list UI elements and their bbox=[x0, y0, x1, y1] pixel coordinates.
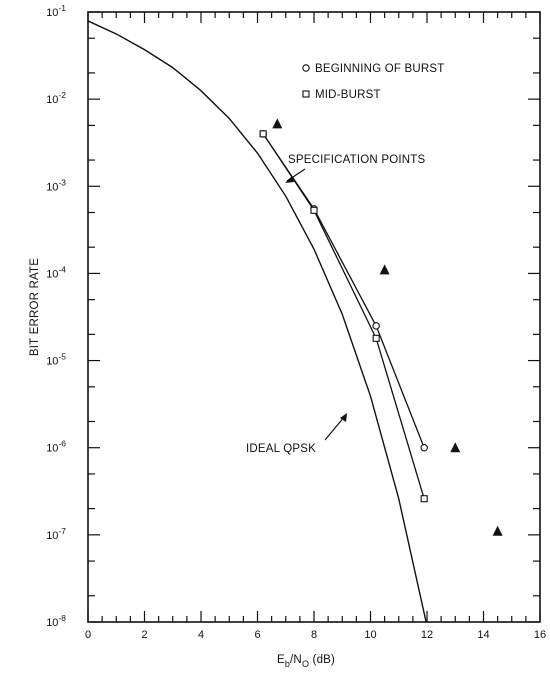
legend-marker-circle bbox=[302, 64, 310, 72]
ideal-qpsk-curve bbox=[88, 20, 427, 622]
data-point-beginning-of-burst bbox=[372, 322, 380, 330]
y-tick-exponent: -8 bbox=[58, 613, 66, 623]
plot-frame bbox=[87, 11, 541, 623]
data-point-mid-burst bbox=[372, 334, 380, 342]
y-tick-exponent: -1 bbox=[58, 3, 66, 13]
curve-layer bbox=[88, 20, 427, 622]
specification-point bbox=[492, 525, 503, 536]
x-tick-label: 12 bbox=[421, 629, 433, 641]
x-tick-label: 6 bbox=[254, 629, 260, 641]
y-tick-exponent: -2 bbox=[58, 90, 66, 100]
y-tick-exponent: -6 bbox=[58, 439, 66, 449]
tick-layer bbox=[87, 11, 541, 623]
data-point-mid-burst bbox=[420, 495, 428, 503]
y-tick-base: 10 bbox=[46, 181, 58, 193]
specification-point bbox=[450, 442, 461, 453]
y-tick-base: 10 bbox=[46, 7, 58, 19]
annotation-specification-points: SPECIFICATION POINTS bbox=[288, 154, 425, 166]
specification-point bbox=[379, 264, 390, 275]
x-tick-label: 4 bbox=[198, 629, 204, 641]
data-point-beginning-of-burst bbox=[420, 443, 428, 452]
series-line-square bbox=[262, 133, 425, 499]
y-tick-label: 10-7 bbox=[46, 526, 66, 542]
y-tick-exponent: -5 bbox=[58, 352, 66, 362]
x-axis-label-sub2: O bbox=[302, 659, 309, 669]
y-tick-base: 10 bbox=[46, 268, 58, 280]
y-tick-label: 10-1 bbox=[46, 3, 66, 19]
y-tick-label: 10-4 bbox=[46, 264, 66, 280]
y-tick-base: 10 bbox=[46, 94, 58, 106]
y-tick-label: 10-5 bbox=[46, 352, 66, 368]
y-tick-base: 10 bbox=[46, 617, 58, 629]
y-tick-exponent: -7 bbox=[58, 526, 66, 536]
x-tick-label: 14 bbox=[477, 629, 489, 641]
legend-marker-square bbox=[302, 90, 310, 98]
y-tick-base: 10 bbox=[46, 443, 58, 455]
legend-label: BEGINNING OF BURST bbox=[315, 63, 444, 75]
x-tick-label: 0 bbox=[85, 629, 91, 641]
data-point-mid-burst bbox=[259, 130, 267, 138]
x-axis-label-sub1: b bbox=[285, 659, 290, 669]
annotation-arrowhead-qpsk bbox=[340, 413, 347, 422]
y-tick-label: 10-8 bbox=[46, 613, 66, 629]
annotation-arrow-qpsk bbox=[324, 415, 346, 441]
label-layer: 0 2 4 6 8 10 12 14 1610-110-210-310-410-510-610-… bbox=[29, 3, 546, 669]
annotation-arrowhead-spec bbox=[285, 176, 294, 183]
x-axis-label-unit: (dB) bbox=[309, 654, 335, 666]
x-axis-label-slash: /N bbox=[290, 654, 302, 666]
y-tick-label: 10-2 bbox=[46, 90, 66, 106]
annotation-ideal-qpsk: IDEAL QPSK bbox=[246, 443, 316, 455]
y-tick-exponent: -4 bbox=[58, 264, 66, 274]
y-tick-exponent: -3 bbox=[58, 177, 66, 187]
y-tick-base: 10 bbox=[46, 356, 58, 368]
x-axis-label: Eb/NO (dB) bbox=[277, 654, 335, 669]
x-tick-label: 16 bbox=[534, 629, 546, 641]
series-layer bbox=[259, 118, 503, 536]
legend-label: MID-BURST bbox=[315, 89, 381, 101]
y-tick-base: 10 bbox=[46, 530, 58, 542]
x-tick-label: 2 bbox=[141, 629, 147, 641]
x-axis-label-main: E bbox=[277, 654, 285, 666]
data-point-mid-burst bbox=[310, 206, 318, 214]
x-tick-label: 10 bbox=[364, 629, 376, 641]
x-tick-label: 8 bbox=[311, 629, 317, 641]
y-tick-label: 10-3 bbox=[46, 177, 66, 193]
y-axis-label: BIT ERROR RATE bbox=[29, 258, 41, 356]
specification-point bbox=[272, 118, 283, 129]
y-tick-label: 10-6 bbox=[46, 439, 66, 455]
